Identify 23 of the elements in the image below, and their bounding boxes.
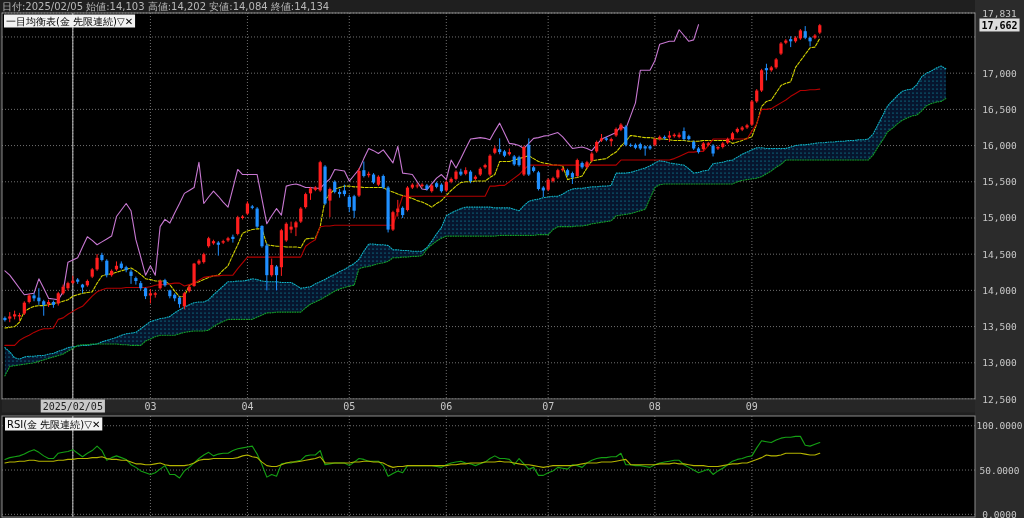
y-tick-label: 17,000 <box>982 67 1017 79</box>
x-tick-label: 04 <box>241 400 254 412</box>
y-tick-label: 13,500 <box>982 321 1017 333</box>
title: 日付:2025/02/05 始値:14,103 高値:14,202 安値:14,084 終値:14,134 <box>2 1 330 12</box>
y-tick-label: 0.0000 <box>982 508 1017 518</box>
y-tick-label: 15,500 <box>982 176 1017 188</box>
y-tick-label: 14,500 <box>982 248 1017 260</box>
y-tick-label: 15,000 <box>982 212 1017 224</box>
x-tick-label: 05 <box>343 400 356 412</box>
y-tick-label: 14,000 <box>982 284 1017 296</box>
x-tick-label: 2025/02/05 <box>42 400 103 412</box>
y-tick-label: 16,000 <box>982 140 1017 152</box>
y-tick-label: 50.0000 <box>979 464 1020 476</box>
y-tick-label: 12,500 <box>982 393 1017 405</box>
x-tick-label: 09 <box>745 400 758 412</box>
y-tick-label: 17,831 <box>982 7 1017 19</box>
x-tick-label: 03 <box>144 400 157 412</box>
y-tick-label: 16,500 <box>982 103 1017 115</box>
x-tick-label: 07 <box>542 400 555 412</box>
y-tick-label: 13,000 <box>982 357 1017 369</box>
y-tick-label: 100.0000 <box>976 420 1023 432</box>
x-tick-label: 08 <box>648 400 661 412</box>
x-tick-label: 06 <box>440 400 453 412</box>
